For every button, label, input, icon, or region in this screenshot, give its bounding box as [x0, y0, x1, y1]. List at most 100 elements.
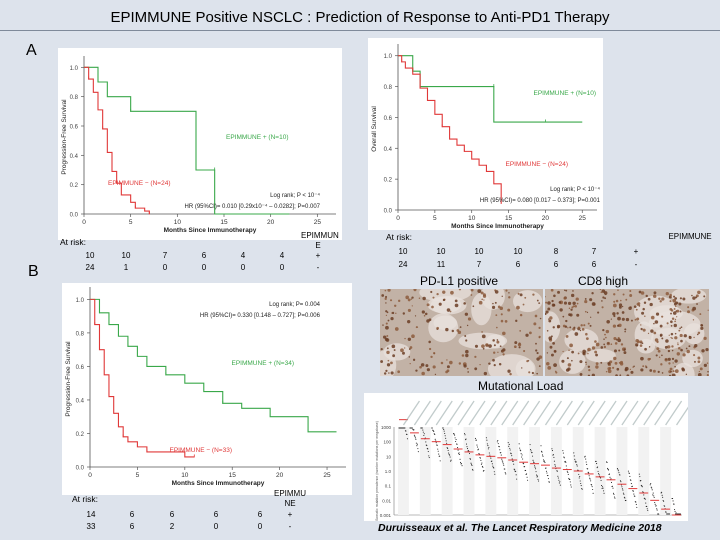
stained-cell: [691, 294, 693, 297]
sample-dot: [498, 446, 500, 448]
stained-cell: [561, 359, 565, 363]
sample-dot: [633, 493, 635, 495]
stained-cell: [499, 306, 503, 311]
sample-dot: [595, 460, 597, 462]
stained-cell: [680, 339, 683, 343]
stained-cell: [445, 370, 448, 374]
cancer-type-label-mark: [501, 400, 519, 426]
stained-cell: [674, 320, 676, 323]
sample-dot: [481, 462, 483, 464]
sample-dot: [573, 455, 575, 457]
stained-cell: [613, 314, 616, 318]
stained-cell: [591, 302, 596, 306]
stained-cell: [572, 301, 576, 305]
stained-cell: [498, 362, 502, 366]
sample-dot: [448, 453, 450, 455]
sample-dot: [649, 484, 651, 486]
sample-dot: [542, 455, 544, 457]
sample-dot: [559, 484, 561, 486]
sample-dot: [672, 500, 674, 502]
sample-dot: [540, 445, 542, 447]
stained-cell: [703, 363, 707, 367]
y-tick-label: 100: [383, 440, 391, 445]
stained-cell: [688, 345, 691, 348]
stained-cell: [553, 363, 557, 368]
stained-cell: [481, 331, 483, 333]
stained-cell: [585, 337, 589, 341]
tissue-lumen: [380, 350, 397, 376]
stained-cell: [616, 324, 620, 327]
stained-cell: [638, 304, 641, 307]
stained-cell: [501, 295, 503, 298]
stained-cell: [673, 308, 676, 310]
stained-cell: [547, 301, 551, 305]
sample-dot: [562, 452, 564, 454]
stained-cell: [673, 323, 677, 328]
sample-dot: [641, 486, 643, 488]
cancer-type-band: [419, 427, 431, 515]
stained-cell: [610, 318, 612, 320]
risk-cell: 7: [476, 260, 482, 269]
panel-a-letter: A: [26, 42, 37, 59]
stained-cell: [458, 289, 462, 291]
stained-cell: [692, 306, 697, 311]
stained-cell: [602, 328, 605, 332]
sample-dot: [651, 489, 653, 491]
sample-dot: [646, 505, 648, 508]
stained-cell: [502, 353, 505, 356]
sample-dot: [476, 444, 478, 446]
stained-cell: [669, 293, 672, 297]
stained-cell: [595, 342, 600, 347]
sample-dot: [553, 456, 555, 458]
sample-dot: [459, 458, 461, 460]
title-divider: [0, 30, 720, 31]
x-tick-label: 10: [468, 215, 476, 222]
sample-dot: [434, 438, 436, 440]
stained-cell: [505, 289, 508, 292]
stained-cell: [676, 309, 680, 313]
sample-dot: [445, 440, 447, 442]
risk-cell: 0: [257, 522, 263, 531]
stained-cell: [693, 354, 696, 357]
sample-dot: [652, 494, 654, 496]
sample-dot: [569, 478, 571, 481]
sample-dot: [554, 464, 556, 466]
stained-cell: [595, 353, 598, 357]
sample-dot: [486, 443, 488, 445]
stained-cell: [569, 343, 573, 348]
stained-cell: [519, 313, 523, 317]
sample-dot: [655, 505, 657, 507]
sample-dot: [584, 455, 586, 457]
sample-dot: [480, 463, 482, 465]
sample-dot: [433, 431, 435, 433]
sample-dot: [580, 485, 582, 487]
sample-dot: [545, 470, 548, 472]
stained-cell: [565, 319, 568, 323]
sample-dot: [613, 493, 615, 495]
stained-cell: [563, 301, 568, 305]
sample-dot: [542, 459, 545, 461]
y-tick-label: 0.6: [70, 125, 79, 131]
y-tick-label: 0.001: [380, 513, 392, 518]
sample-dot: [674, 513, 677, 515]
stained-cell: [395, 312, 397, 314]
stained-cell: [682, 297, 686, 301]
stained-cell: [696, 303, 698, 305]
stained-cell: [669, 300, 672, 303]
y-tick-label: 1.0: [76, 298, 85, 304]
stained-cell: [682, 353, 686, 357]
y-axis-label: Progression-Free Survival: [61, 99, 68, 175]
sample-dot: [613, 496, 616, 498]
sample-dot: [518, 443, 520, 445]
stained-cell: [655, 354, 658, 357]
sample-dot: [507, 442, 509, 444]
stained-cell: [605, 336, 607, 339]
sample-dot: [508, 443, 510, 446]
sample-dot: [578, 477, 580, 479]
sample-dot: [532, 459, 534, 461]
sample-dot: [405, 430, 407, 432]
stained-cell: [557, 290, 560, 294]
stained-cell: [385, 314, 388, 316]
sample-dot: [559, 481, 561, 483]
sample-dot: [568, 477, 570, 479]
